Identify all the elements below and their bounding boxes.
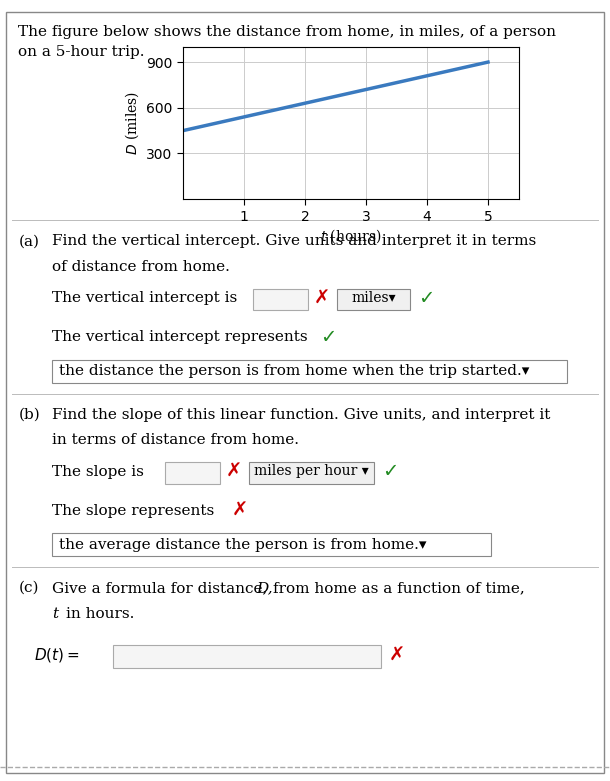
Y-axis label: $D$ (miles): $D$ (miles) [123,91,141,155]
Text: ✓: ✓ [382,462,398,481]
FancyBboxPatch shape [337,288,410,310]
Text: ✗: ✗ [226,462,242,481]
Text: the average distance the person is from home.▾: the average distance the person is from … [59,538,426,551]
Text: the distance the person is from home when the trip started.▾: the distance the person is from home whe… [59,365,529,378]
Text: ✗: ✗ [232,501,248,520]
Text: $D(t) =$: $D(t) =$ [34,646,79,665]
Text: The slope is: The slope is [52,465,144,479]
Text: t: t [52,607,58,621]
FancyBboxPatch shape [6,12,604,773]
FancyBboxPatch shape [165,462,220,483]
Text: D,: D, [256,581,273,595]
Text: The slope represents: The slope represents [52,504,214,518]
Text: (c): (c) [18,581,39,595]
FancyBboxPatch shape [253,288,308,310]
Text: ✗: ✗ [314,289,331,308]
Text: from home as a function of time,: from home as a function of time, [273,581,525,595]
Text: ✗: ✗ [389,646,406,665]
Text: The vertical intercept represents: The vertical intercept represents [52,330,307,344]
Text: The figure below shows the distance from home, in miles, of a person: The figure below shows the distance from… [18,25,556,39]
Text: miles per hour ▾: miles per hour ▾ [254,464,369,478]
Text: Find the slope of this linear function. Give units, and interpret it: Find the slope of this linear function. … [52,408,550,422]
Text: The vertical intercept is: The vertical intercept is [52,291,237,305]
FancyBboxPatch shape [113,645,381,668]
Text: on a 5-hour trip.: on a 5-hour trip. [18,45,145,59]
Text: of distance from home.: of distance from home. [52,260,230,274]
FancyBboxPatch shape [249,462,374,483]
FancyBboxPatch shape [52,359,567,383]
FancyBboxPatch shape [52,533,491,556]
X-axis label: $t$ (hours): $t$ (hours) [320,228,381,245]
Text: in terms of distance from home.: in terms of distance from home. [52,433,299,448]
Text: Give a formula for distance,: Give a formula for distance, [52,581,267,595]
Text: miles▾: miles▾ [351,291,396,305]
Text: ✓: ✓ [320,328,337,347]
Text: in hours.: in hours. [66,607,134,621]
Text: Find the vertical intercept. Give units and interpret it in terms: Find the vertical intercept. Give units … [52,234,536,248]
Text: ✓: ✓ [418,289,434,308]
Text: (a): (a) [18,234,39,248]
Text: (b): (b) [18,408,40,422]
